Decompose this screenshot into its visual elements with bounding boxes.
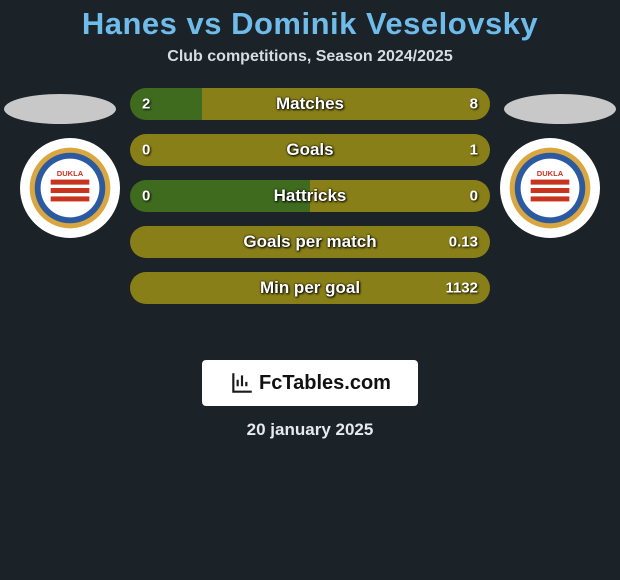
player-left-photo-small <box>4 94 116 124</box>
club-badge-icon: FK DUKLA <box>508 146 592 230</box>
comparison-arena: FK DUKLA FK DUKLA Matches28Goals01Hattri… <box>0 88 620 348</box>
page-title: Hanes vs Dominik Veselovsky <box>0 6 620 42</box>
stat-value-right: 0 <box>470 188 478 205</box>
stat-value-right: 1132 <box>445 280 478 297</box>
subtitle: Club competitions, Season 2024/2025 <box>0 48 620 66</box>
stat-value-left: 0 <box>142 188 150 205</box>
stat-value-right: 8 <box>470 96 478 113</box>
player-left-club-badge: FK DUKLA <box>20 138 120 238</box>
svg-text:DUKLA: DUKLA <box>537 169 564 178</box>
player-right-club-badge: FK DUKLA <box>500 138 600 238</box>
branding-text: FcTables.com <box>259 372 391 395</box>
stat-row: Min per goal1132 <box>130 272 490 304</box>
svg-text:FK: FK <box>64 158 77 168</box>
svg-text:FK: FK <box>544 158 557 168</box>
comparison-card: Hanes vs Dominik Veselovsky Club competi… <box>0 0 620 440</box>
stat-row: Hattricks0 0 <box>130 180 490 212</box>
stat-label: Matches <box>130 94 490 114</box>
stat-row: Goals per match0.13 <box>130 226 490 258</box>
stat-row: Goals0 1 <box>130 134 490 166</box>
player-right-photo-small <box>504 94 616 124</box>
stat-bars: Matches28Goals01Hattricks00Goals per mat… <box>130 88 490 304</box>
stat-value-left: 0 <box>142 142 150 159</box>
branding-badge[interactable]: FcTables.com <box>202 360 418 406</box>
stat-label: Goals per match <box>130 232 490 252</box>
club-badge-icon: FK DUKLA <box>28 146 112 230</box>
footer-date: 20 january 2025 <box>0 420 620 440</box>
stat-label: Hattricks <box>130 186 490 206</box>
stat-value-left: 2 <box>142 96 150 113</box>
stat-label: Min per goal <box>130 278 490 298</box>
chart-icon <box>229 370 255 396</box>
stat-row: Matches2 8 <box>130 88 490 120</box>
svg-text:DUKLA: DUKLA <box>57 169 84 178</box>
stat-label: Goals <box>130 140 490 160</box>
stat-value-right: 1 <box>470 142 478 159</box>
stat-value-right: 0.13 <box>449 234 478 251</box>
